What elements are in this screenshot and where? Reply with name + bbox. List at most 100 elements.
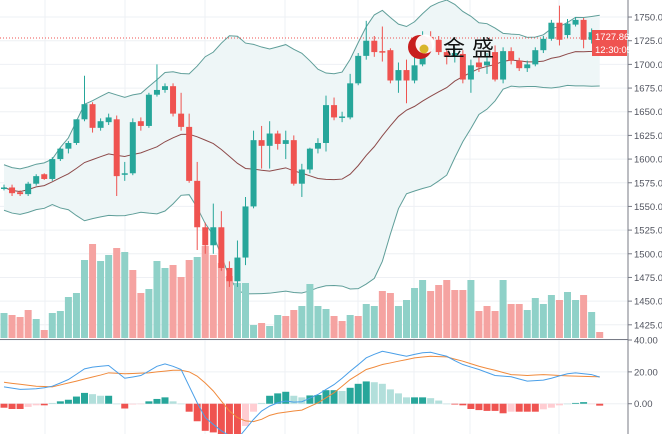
candle-body[interactable] (17, 192, 24, 195)
candle-body[interactable] (564, 23, 571, 36)
candle-body[interactable] (89, 104, 96, 128)
candle-body[interactable] (97, 121, 104, 128)
macd-histogram-bar (378, 383, 386, 404)
candle-body[interactable] (137, 121, 144, 126)
candle-body[interactable] (41, 174, 48, 179)
candle-body[interactable] (556, 22, 563, 40)
candle-body[interactable] (516, 60, 523, 69)
candle-body[interactable] (121, 173, 128, 175)
countdown-label: 12:30:05 (595, 45, 632, 56)
price-tick-label: 1550.00 (634, 202, 662, 213)
candle-body[interactable] (580, 19, 587, 40)
macd-histogram-bar (411, 397, 419, 404)
volume-bar (475, 311, 483, 338)
candle-body[interactable] (500, 51, 507, 80)
macd-histogram-bar (24, 403, 32, 407)
candle-body[interactable] (411, 65, 418, 81)
candle-body[interactable] (467, 65, 474, 80)
candle-body[interactable] (363, 40, 370, 56)
candle-body[interactable] (105, 117, 112, 123)
candle-body[interactable] (435, 39, 442, 53)
volume-bar (242, 283, 249, 338)
bollinger-fill (4, 0, 600, 294)
volume-bar (435, 285, 443, 338)
candle-body[interactable] (258, 140, 265, 146)
candle-body[interactable] (162, 86, 168, 90)
candle-body[interactable] (81, 104, 88, 120)
candle-body[interactable] (129, 122, 136, 174)
volume-bar (386, 293, 394, 338)
candle-body[interactable] (395, 70, 402, 81)
candle-body[interactable] (290, 140, 297, 184)
volume-bar (491, 311, 499, 338)
volume-bar (290, 310, 298, 338)
candle-body[interactable] (57, 148, 64, 160)
candle-body[interactable] (492, 52, 499, 80)
candle-body[interactable] (331, 105, 338, 118)
volume-bar (459, 290, 467, 338)
candle-body[interactable] (73, 119, 80, 143)
candle-body[interactable] (234, 257, 241, 282)
candle-body[interactable] (339, 116, 346, 118)
volume-bar (588, 312, 596, 338)
macd-histogram-bar (564, 403, 571, 405)
candle-body[interactable] (387, 50, 394, 81)
candle-body[interactable] (548, 22, 555, 39)
candle-body[interactable] (572, 19, 579, 25)
volume-bar (8, 315, 16, 338)
candle-body[interactable] (532, 50, 539, 65)
candle-body[interactable] (242, 206, 249, 258)
candle-body[interactable] (266, 133, 273, 146)
candle-body[interactable] (178, 113, 185, 127)
macd-histogram-bar (145, 401, 153, 404)
candle-body[interactable] (9, 187, 16, 194)
candle-body[interactable] (403, 70, 410, 81)
candle-body[interactable] (186, 126, 193, 181)
candle-body[interactable] (298, 169, 305, 184)
candle-body[interactable] (170, 86, 177, 114)
candle-body[interactable] (250, 140, 257, 207)
candle-body[interactable] (210, 227, 217, 246)
candle-body[interactable] (524, 64, 531, 69)
candle-body[interactable] (49, 159, 56, 179)
candle-body[interactable] (347, 83, 354, 118)
candle-body[interactable] (451, 53, 458, 57)
candle-body[interactable] (306, 148, 313, 170)
candle-body[interactable] (459, 53, 466, 80)
candle-body[interactable] (65, 142, 72, 149)
candle-body[interactable] (355, 55, 362, 84)
candle-body[interactable] (314, 142, 321, 149)
candle-body[interactable] (218, 227, 225, 268)
candle-body[interactable] (323, 105, 329, 143)
candle-body[interactable] (145, 94, 152, 126)
candle-body[interactable] (1, 187, 7, 189)
candle-body[interactable] (113, 119, 120, 177)
candle-body[interactable] (379, 51, 386, 53)
candle-body[interactable] (33, 176, 40, 184)
macd-histogram-bar (209, 403, 217, 433)
volume-bar (547, 295, 555, 338)
candle-body[interactable] (475, 62, 482, 68)
candle-body[interactable] (226, 267, 233, 282)
candle-body[interactable] (508, 51, 515, 61)
bollinger-lower-line (3, 84, 600, 295)
candle-body[interactable] (484, 61, 490, 66)
candle-body[interactable] (443, 52, 450, 57)
candle-body[interactable] (274, 133, 281, 144)
candle-body[interactable] (282, 140, 289, 144)
volume-bar (161, 268, 169, 338)
candle-body[interactable] (540, 38, 547, 51)
macd-histogram-bar (515, 403, 523, 412)
candle-body[interactable] (194, 180, 201, 228)
logo-coin-icon (419, 44, 429, 54)
macd-histogram-bar (177, 403, 185, 405)
candle-body[interactable] (588, 32, 595, 40)
candle-body[interactable] (202, 227, 209, 246)
candle-body[interactable] (153, 89, 160, 95)
volume-bar (539, 304, 547, 338)
macd-histogram-bar (596, 403, 604, 406)
candle-body[interactable] (371, 40, 378, 53)
candle-body[interactable] (25, 183, 32, 195)
